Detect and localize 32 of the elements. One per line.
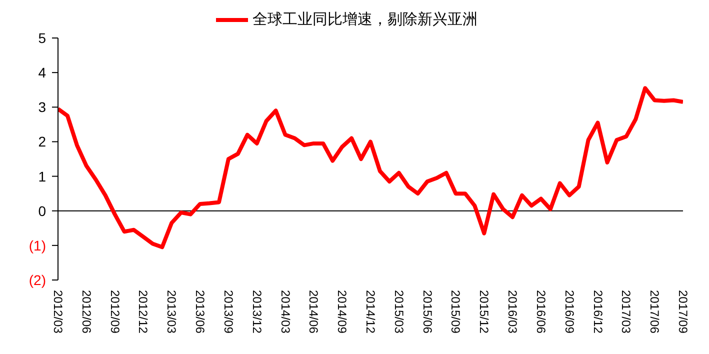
x-tick-label: 2012/06: [79, 290, 94, 334]
x-tick-label: 2016/06: [534, 290, 548, 334]
x-tick-label: 2015/06: [420, 290, 434, 334]
y-tick-label: (1): [28, 237, 46, 254]
legend-label: 全球工业同比增速，剔除新兴亚洲: [252, 10, 478, 29]
y-tick-label: 3: [38, 99, 46, 116]
y-tick-label: (2): [28, 272, 46, 288]
x-tick-label: 2015/12: [477, 290, 492, 334]
x-tick-label: 2012/03: [51, 290, 65, 334]
x-tick-label: 2017/03: [619, 290, 634, 334]
x-tick-label: 2014/06: [306, 290, 321, 334]
y-tick-label: 4: [38, 64, 46, 81]
x-tick-label: 2015/03: [392, 290, 406, 334]
x-tick-label: 2014/03: [278, 290, 292, 334]
x-tick-label: 2014/09: [335, 290, 350, 334]
y-tick-label: 2: [38, 134, 46, 150]
y-tick-label: 1: [38, 168, 46, 184]
x-tick-label: 2012/09: [108, 290, 122, 334]
y-tick-label: 0: [38, 202, 46, 219]
x-tick-label: 2015/09: [448, 290, 463, 334]
x-tick-label: 2013/06: [193, 290, 208, 334]
x-tick-label: 2016/03: [506, 290, 520, 334]
x-tick-label: 2017/09: [676, 290, 690, 334]
x-tick-label: 2013/09: [221, 290, 236, 334]
y-tick-label: 5: [38, 30, 46, 46]
x-tick-label: 2017/06: [648, 290, 662, 334]
x-tick-label: 2012/12: [136, 290, 150, 334]
x-tick-label: 2014/12: [364, 290, 378, 334]
x-tick-label: 2016/12: [590, 290, 605, 334]
x-tick-label: 2013/12: [250, 290, 264, 334]
x-tick-label: 2016/09: [562, 290, 576, 334]
x-tick-label: 2013/03: [164, 290, 179, 334]
